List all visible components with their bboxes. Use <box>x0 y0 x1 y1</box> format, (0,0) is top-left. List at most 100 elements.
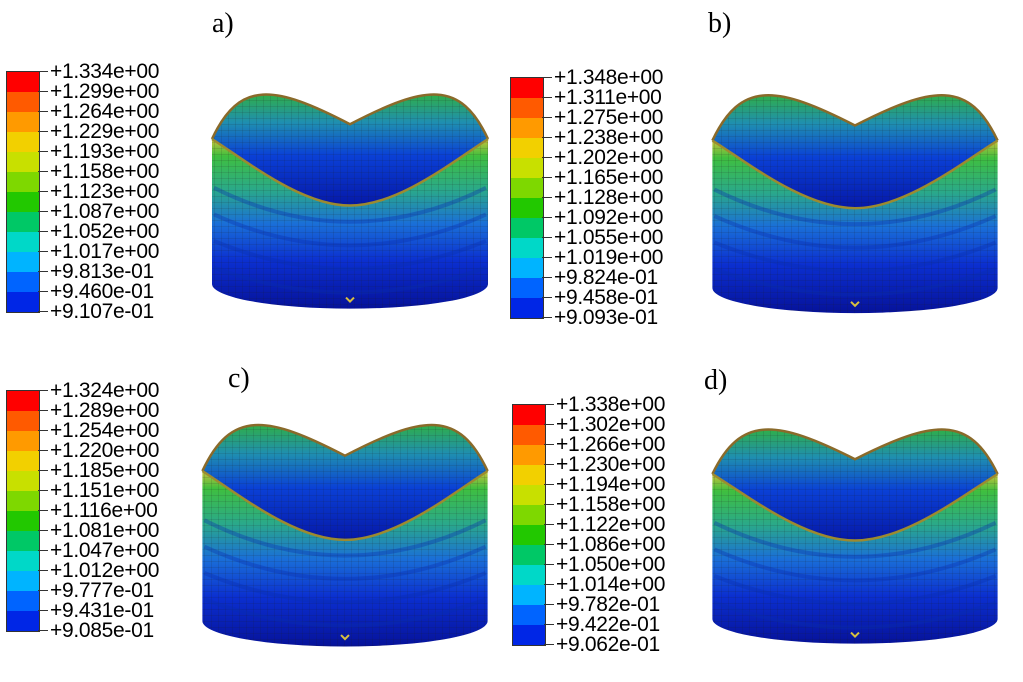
outer-band <box>203 544 487 581</box>
legend-value: +1.158e+00 <box>556 493 666 516</box>
legend-value: +1.012e+00 <box>50 559 160 582</box>
legend-tick <box>542 197 552 198</box>
legend-tick <box>38 251 48 252</box>
legend-tick <box>544 504 554 505</box>
legend-value: +1.266e+00 <box>556 433 666 456</box>
outer-mesh <box>212 139 488 309</box>
legend-value: +1.194e+00 <box>556 473 666 496</box>
front-rim <box>211 137 489 207</box>
color-swatch <box>7 292 39 312</box>
color-swatch <box>7 571 39 591</box>
back-rim <box>210 93 490 140</box>
legend-tick <box>38 151 48 152</box>
outer-mesh <box>712 474 998 644</box>
front-rim <box>711 139 999 210</box>
legend-tick <box>542 217 552 218</box>
legend-tick <box>544 404 554 405</box>
color-swatch <box>513 625 545 645</box>
legend-tick <box>38 390 48 391</box>
color-swatch <box>7 611 39 631</box>
color-swatch <box>511 278 543 298</box>
legend-tick <box>544 604 554 605</box>
color-swatch <box>513 465 545 485</box>
legend-tick <box>38 590 48 591</box>
color-swatch <box>7 212 39 232</box>
color-swatch <box>511 238 543 258</box>
legend-value: +1.193e+00 <box>50 140 160 163</box>
legend-tick <box>38 271 48 272</box>
legend-value: +1.165e+00 <box>554 166 664 189</box>
outer-band <box>713 267 997 297</box>
legend-value: +1.092e+00 <box>554 206 664 229</box>
color-swatch <box>511 118 543 138</box>
inner-mesh <box>712 95 998 209</box>
outer-band <box>713 187 997 227</box>
bottom-marker <box>340 634 350 641</box>
legend-value: +1.264e+00 <box>50 100 160 123</box>
legend-tick <box>38 630 48 631</box>
legend-value: +1.202e+00 <box>554 146 664 169</box>
color-swatch <box>511 178 543 198</box>
outer-band <box>203 597 487 628</box>
stent-model-b <box>711 94 999 314</box>
panel-c: c) +1.324e+00 +1.289e+00 +1.254e+00 +1.220e… <box>0 341 511 682</box>
legend-value: +9.431e-01 <box>50 599 154 622</box>
legend-tick <box>544 624 554 625</box>
panel-b: b) +1.348e+00 +1.311e+00 +1.275e+00 +1.238e… <box>508 0 1019 341</box>
bottom-marker <box>345 296 355 303</box>
legend-value: +9.813e-01 <box>50 260 154 283</box>
color-swatch <box>7 591 39 611</box>
legend-value: +9.422e-01 <box>556 613 660 636</box>
color-swatch <box>511 138 543 158</box>
color-swatch <box>513 585 545 605</box>
outer-mesh <box>202 471 488 647</box>
legend-value: +1.055e+00 <box>554 226 664 249</box>
color-swatch <box>7 72 39 92</box>
bottom-marker <box>850 631 860 638</box>
color-scale-bar <box>6 71 40 313</box>
legend-tick <box>38 530 48 531</box>
legend-tick <box>38 291 48 292</box>
outer-band <box>213 212 487 248</box>
legend-value: +9.062e-01 <box>556 633 660 656</box>
outer-band <box>213 239 487 271</box>
color-swatch <box>511 258 543 278</box>
legend-tick <box>38 450 48 451</box>
legend-value: +9.107e-01 <box>50 300 154 323</box>
color-swatch <box>7 471 39 491</box>
legend-tick <box>544 424 554 425</box>
color-swatch <box>513 485 545 505</box>
inner-mesh <box>712 429 998 541</box>
color-swatch <box>511 78 543 98</box>
legend-value: +1.338e+00 <box>556 393 666 416</box>
legend-tick <box>38 410 48 411</box>
color-swatch <box>513 545 545 565</box>
legend-value: +1.254e+00 <box>50 419 160 442</box>
legend-tick <box>542 117 552 118</box>
panel-d: d) +1.338e+00 +1.302e+00 +1.266e+00 +1.230e… <box>508 341 1019 682</box>
inner-mesh <box>202 425 488 540</box>
color-swatch <box>513 445 545 465</box>
legend-value: +1.019e+00 <box>554 246 664 269</box>
legend-value: +1.017e+00 <box>50 240 160 263</box>
legend-tick <box>544 564 554 565</box>
outer-band <box>713 600 997 630</box>
color-scale-bar <box>510 77 544 319</box>
color-swatch <box>7 252 39 272</box>
outer-band <box>713 574 997 606</box>
legend-value: +1.185e+00 <box>50 459 160 482</box>
legend-tick <box>542 177 552 178</box>
legend-tick <box>544 584 554 585</box>
color-swatch <box>7 411 39 431</box>
legend-tick <box>38 490 48 491</box>
legend-value: +1.123e+00 <box>50 180 160 203</box>
color-scale-bar <box>6 390 40 632</box>
legend-value: +1.122e+00 <box>556 513 666 536</box>
legend-tick <box>38 231 48 232</box>
legend-value: +1.348e+00 <box>554 66 664 89</box>
legend-tick <box>38 510 48 511</box>
outer-band <box>713 520 997 559</box>
legend-tick <box>544 484 554 485</box>
color-swatch <box>7 132 39 152</box>
panel-label-b: b) <box>708 8 732 39</box>
